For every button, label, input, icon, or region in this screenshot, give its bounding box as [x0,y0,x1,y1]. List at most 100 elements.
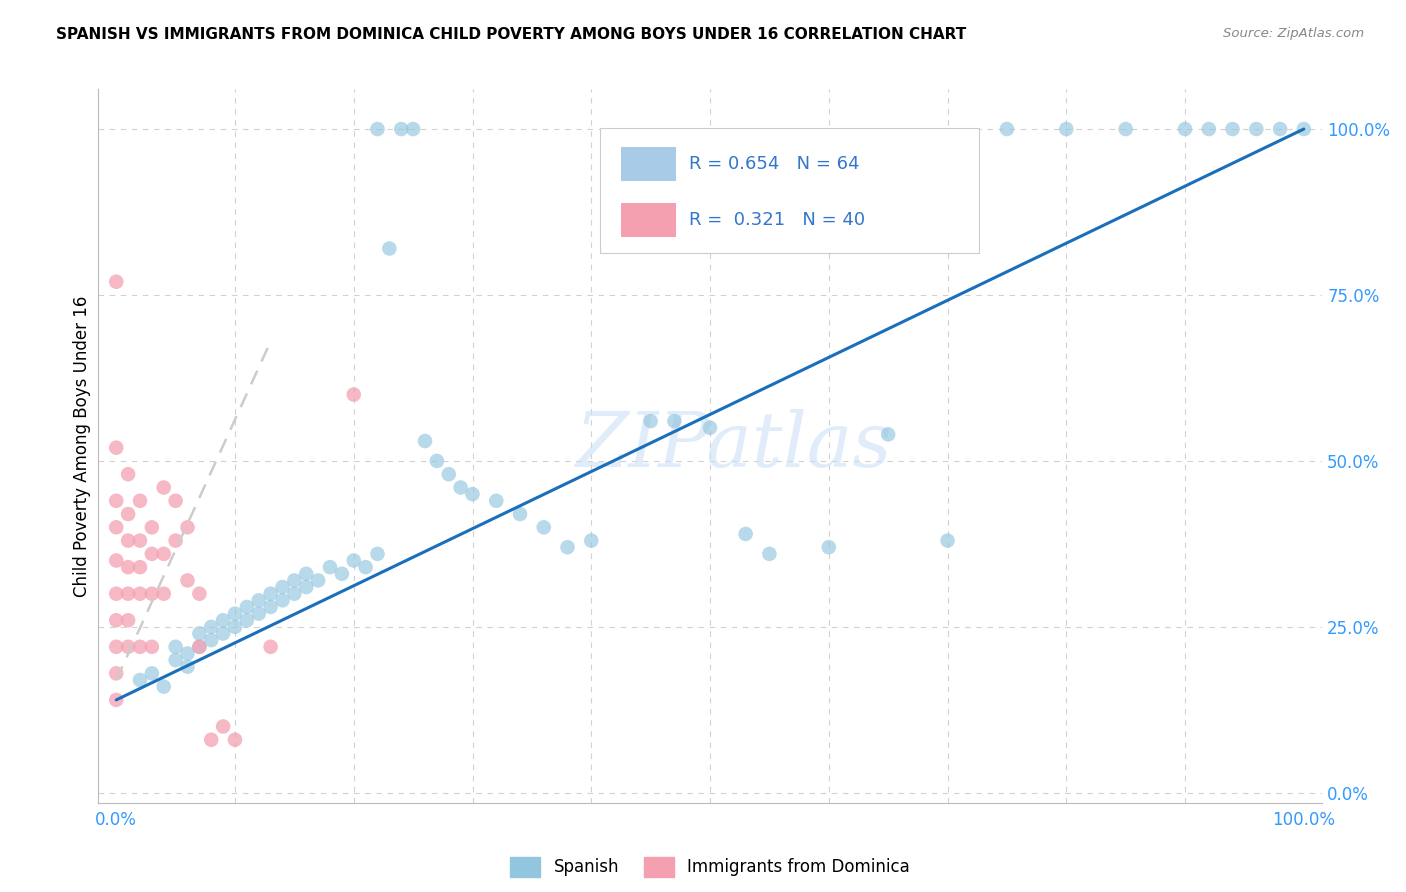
Text: R = 0.654   N = 64: R = 0.654 N = 64 [689,155,859,173]
Text: ZIPatlas: ZIPatlas [576,409,893,483]
Point [117,560,139,574]
Point [366,547,388,561]
Point [247,593,270,607]
Point [105,553,128,567]
Point [105,520,128,534]
Point [343,553,366,567]
Point [117,507,139,521]
Point [141,587,163,601]
Point [1246,122,1268,136]
Point [165,533,187,548]
Point [105,587,128,601]
Point [1222,122,1244,136]
Point [224,732,246,747]
Point [117,533,139,548]
Point [389,122,412,136]
Point [236,613,259,627]
Point [699,421,721,435]
Point [212,613,235,627]
Point [1198,122,1220,136]
Point [200,633,222,648]
Point [152,587,174,601]
Point [117,640,139,654]
Point [877,427,900,442]
Point [354,560,377,574]
Point [176,647,198,661]
Point [224,607,246,621]
Y-axis label: Child Poverty Among Boys Under 16: Child Poverty Among Boys Under 16 [73,295,91,597]
Point [105,613,128,627]
Point [152,481,174,495]
Point [152,680,174,694]
Point [129,533,152,548]
Point [485,493,508,508]
Point [188,640,211,654]
Point [117,613,139,627]
Point [176,574,198,588]
Point [176,520,198,534]
Point [129,587,152,601]
Point [259,599,281,614]
Legend: Spanish, Immigrants from Dominica: Spanish, Immigrants from Dominica [510,857,910,877]
Point [426,454,449,468]
Point [581,533,603,548]
Point [129,640,152,654]
Point [105,493,128,508]
FancyBboxPatch shape [620,147,676,181]
Point [188,640,211,654]
Point [366,122,388,136]
Point [176,659,198,673]
Point [129,493,152,508]
Point [1292,122,1315,136]
Point [271,593,294,607]
Point [188,587,211,601]
Point [105,666,128,681]
FancyBboxPatch shape [620,202,676,237]
Point [640,414,662,428]
Point [105,640,128,654]
Point [152,547,174,561]
Point [165,493,187,508]
Point [188,626,211,640]
Point [236,599,259,614]
Point [141,520,163,534]
Point [1115,122,1137,136]
Point [533,520,555,534]
Point [141,547,163,561]
Point [995,122,1018,136]
Point [165,653,187,667]
Point [330,566,353,581]
Text: SPANISH VS IMMIGRANTS FROM DOMINICA CHILD POVERTY AMONG BOYS UNDER 16 CORRELATIO: SPANISH VS IMMIGRANTS FROM DOMINICA CHIL… [56,27,966,42]
Point [212,719,235,733]
Point [450,481,472,495]
Point [1054,122,1077,136]
Point [307,574,329,588]
Point [1268,122,1291,136]
Point [295,580,318,594]
Point [734,527,756,541]
Point [509,507,531,521]
Text: Source: ZipAtlas.com: Source: ZipAtlas.com [1223,27,1364,40]
Point [247,607,270,621]
Point [343,387,366,401]
Point [437,467,460,482]
Point [117,587,139,601]
Point [1174,122,1197,136]
Point [129,673,152,687]
Point [117,467,139,482]
Point [936,533,959,548]
Point [283,587,305,601]
Point [319,560,342,574]
Point [165,640,187,654]
Point [664,414,686,428]
Point [200,732,222,747]
Point [105,275,128,289]
Point [224,620,246,634]
Point [105,441,128,455]
Point [271,580,294,594]
Point [259,640,281,654]
Point [105,693,128,707]
Point [259,587,281,601]
Point [141,640,163,654]
Point [212,626,235,640]
